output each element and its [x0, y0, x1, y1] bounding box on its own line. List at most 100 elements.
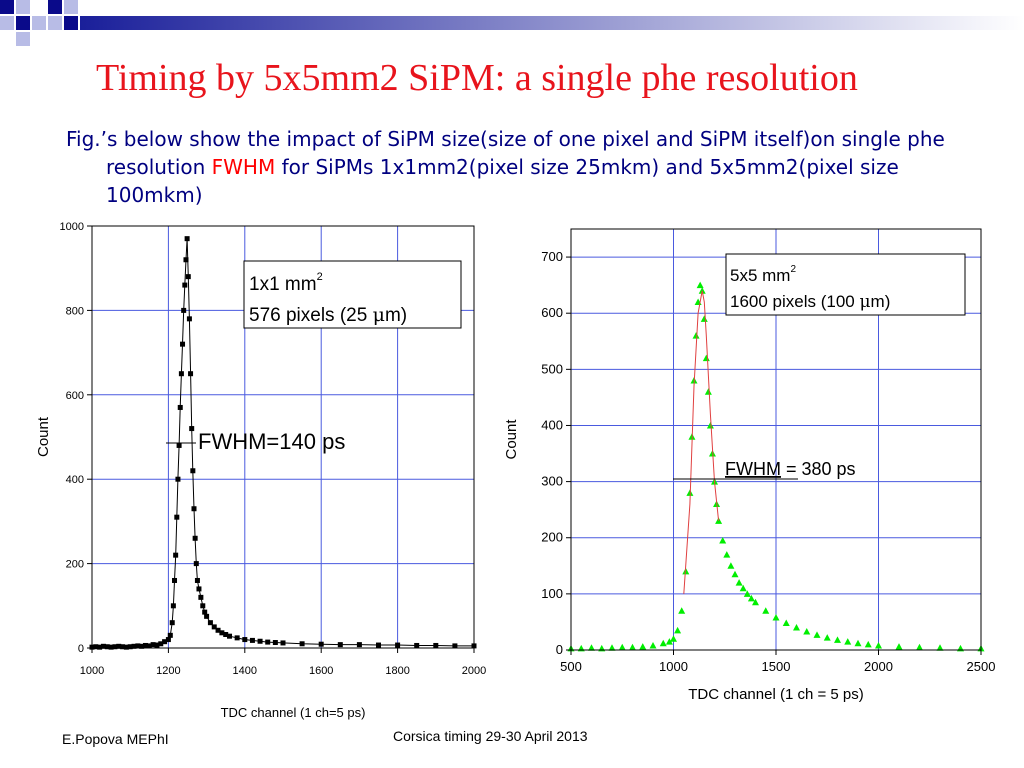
left-data-point [172, 577, 178, 583]
fwhm-highlight: FWHM [211, 155, 276, 179]
left-data-point [170, 603, 176, 609]
left-data-point [93, 644, 99, 650]
right-fit-line [683, 290, 720, 594]
left-data-point [100, 643, 106, 649]
left-data-point [198, 594, 204, 600]
right-legend-superscript: 2 [790, 264, 796, 275]
left-data-point [272, 640, 278, 646]
left-data-point [175, 476, 181, 482]
left-data-point [112, 644, 118, 650]
left-legend-superscript: 2 [317, 271, 323, 283]
left-data-point [265, 639, 271, 645]
left-data-point [189, 426, 195, 432]
right-data-point [690, 377, 698, 384]
footer-event: Corsica timing 29-30 April 2013 [393, 728, 588, 744]
right-x-tick-label: 2000 [864, 659, 893, 674]
right-data-point [834, 636, 841, 643]
right-data-point [678, 607, 686, 614]
left-y-tick-label: 200 [66, 559, 84, 571]
left-data-point [376, 642, 381, 648]
right-data-point [577, 644, 585, 652]
left-y-tick-label: 600 [66, 390, 84, 402]
left-data-point [219, 630, 225, 636]
left-grid [92, 225, 474, 648]
right-data-point [823, 634, 831, 641]
right-data-point [629, 643, 636, 651]
right-data-point [708, 450, 716, 457]
right-y-tick-label: 500 [541, 361, 563, 376]
left-data-point [452, 643, 458, 649]
left-plot-frame [91, 225, 475, 649]
left-data-point [167, 632, 173, 638]
right-data-point [813, 631, 821, 638]
left-data-point [173, 552, 179, 558]
left-data-point [154, 642, 160, 648]
left-data-point [142, 642, 148, 648]
right-data-point [567, 644, 575, 652]
right-data-point [704, 388, 712, 395]
left-x-tick-label: 1600 [309, 665, 333, 677]
right-legend-line1: 5x5 mm2 [730, 264, 796, 285]
right-data-point [727, 562, 735, 569]
left-data-point [211, 624, 217, 630]
left-data-point [177, 404, 183, 410]
right-data-point [696, 281, 704, 289]
left-y-tick-label: 400 [66, 474, 84, 486]
right-data-point [916, 643, 923, 651]
left-data-point [227, 633, 233, 639]
left-data-point [108, 644, 114, 650]
left-x-tick-label: 1800 [385, 665, 409, 677]
right-x-tick-label: 2500 [967, 659, 996, 674]
right-data-point [936, 644, 944, 651]
left-data-point [174, 514, 180, 520]
right-x-axis-label: TDC channel (1 ch = 5 ps) [688, 686, 864, 703]
left-legend-mu: μ [373, 304, 385, 326]
right-legend-pixels: 1600 pixels (100 [730, 292, 859, 311]
left-data-point [471, 643, 477, 649]
left-data-point [158, 641, 164, 647]
left-series-line [91, 238, 474, 648]
left-data-point [223, 631, 229, 637]
right-ticks: 500 1000 1500 2000 2500 0 100 200 300 400 500 600 70… [541, 249, 995, 674]
left-legend-pixels: 576 pixels (25 [249, 305, 373, 326]
left-legend-box [243, 260, 462, 329]
right-data-point [659, 639, 667, 647]
right-data-point [977, 644, 985, 652]
left-data-point [146, 643, 152, 649]
left-x-tick-label: 1000 [80, 665, 104, 677]
right-data-point [706, 421, 714, 429]
left-y-tick-label: 800 [66, 305, 84, 317]
right-data-point [895, 643, 903, 650]
left-data-point [176, 442, 182, 448]
right-data-point [649, 642, 657, 649]
right-data-point [747, 594, 755, 602]
left-x-axis-label: TDC channel (1 ch=5 ps) [221, 705, 366, 720]
left-data-point [178, 371, 184, 377]
right-data-point [854, 639, 862, 647]
left-data-point [162, 639, 168, 645]
right-data-point [682, 567, 690, 575]
right-x-tick-label: 1000 [659, 659, 688, 674]
right-data-points [567, 281, 985, 652]
right-legend-size: 5x5 mm [730, 266, 790, 285]
left-data-point [188, 371, 194, 377]
left-data-point [299, 641, 305, 647]
right-data-point [743, 590, 751, 597]
right-data-point [700, 315, 708, 322]
right-x-tick-label: 500 [560, 659, 582, 674]
right-y-tick-label: 700 [541, 249, 563, 264]
description-text-start: Fig.’s below show the impact of SiPM siz… [66, 127, 945, 179]
left-x-tick-label: 2000 [462, 665, 486, 677]
left-fwhm-annotation: FWHM=140 ps [198, 429, 345, 454]
left-data-point [194, 577, 200, 583]
right-data-point [639, 643, 647, 650]
right-data-point [598, 644, 606, 652]
left-data-point [89, 644, 95, 650]
right-data-point [762, 607, 770, 614]
left-data-point [202, 609, 208, 615]
right-data-point [688, 433, 696, 440]
right-plot-frame [570, 228, 982, 651]
right-y-tick-label: 100 [541, 586, 563, 601]
right-fwhm-value: = 380 ps [781, 459, 856, 479]
left-data-point [120, 644, 126, 650]
